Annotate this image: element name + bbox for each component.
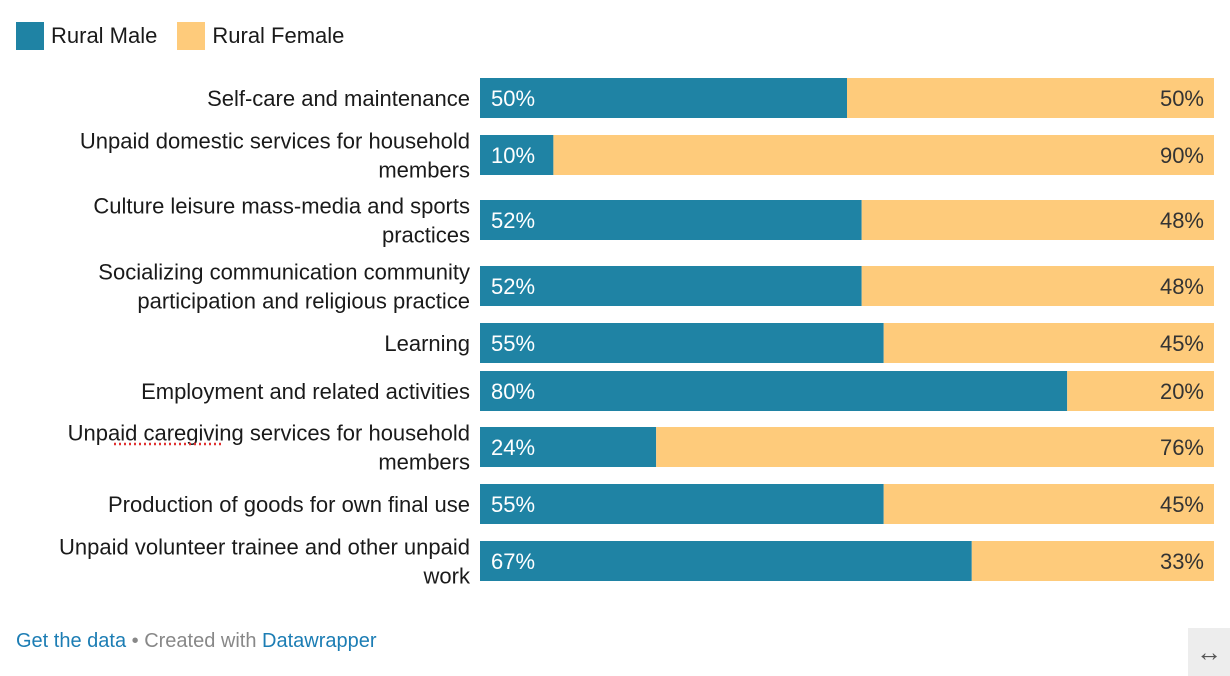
bar-row: 10% 90% Unpaid domestic services for house… — [80, 129, 1214, 183]
category-label: Production of goods for own final use — [108, 492, 470, 517]
value-label-rural-female: 76% — [1160, 435, 1204, 460]
category-label: participation and religious practice — [137, 289, 470, 314]
value-label-rural-male: 10% — [491, 143, 535, 168]
value-label-rural-female: 20% — [1160, 379, 1204, 404]
value-label-rural-female: 48% — [1160, 208, 1204, 233]
value-label-rural-male: 80% — [491, 379, 535, 404]
bar-segment-rural-female — [1067, 371, 1214, 411]
bar-segment-rural-female — [883, 323, 1214, 363]
bar-segment-rural-male — [480, 484, 884, 524]
value-label-rural-female: 48% — [1160, 274, 1204, 299]
bar-segment-rural-male — [480, 541, 972, 581]
bar-segment-rural-male — [480, 135, 554, 175]
stacked-bar-chart: 50% 50% Self-care and maintenance 10% 90% Unp… — [59, 78, 1214, 589]
value-label-rural-male: 55% — [491, 492, 535, 517]
value-label-rural-male: 67% — [491, 549, 535, 574]
bar-segment-rural-female — [861, 200, 1214, 240]
bar-row: 55% 45% Production of goods for own final … — [108, 484, 1214, 524]
value-label-rural-male: 50% — [491, 86, 535, 111]
bar-segment-rural-female — [883, 484, 1214, 524]
category-label: work — [423, 564, 471, 589]
bar-row: 24% 76% Unpaid caregiving services for hou… — [68, 421, 1214, 475]
value-label-rural-female: 33% — [1160, 549, 1204, 574]
legend-item-rural-female: Rural Female — [177, 22, 344, 50]
bar-row: 50% 50% Self-care and maintenance — [207, 78, 1214, 118]
horizontal-arrows-icon: ↔ — [1196, 636, 1222, 667]
category-label: Self-care and maintenance — [207, 86, 470, 111]
get-the-data-link[interactable]: Get the data — [16, 630, 127, 652]
bar-segment-rural-female — [553, 135, 1214, 175]
category-label: Learning — [384, 331, 470, 356]
value-label-rural-male: 52% — [491, 274, 535, 299]
category-label: practices — [382, 223, 470, 248]
bar-row: 52% 48% Socializing communication communit… — [98, 260, 1214, 314]
category-label: members — [378, 158, 470, 183]
bar-segment-rural-male — [480, 78, 847, 118]
value-label-rural-female: 45% — [1160, 492, 1204, 517]
chart-footer: Get the data • Created with Datawrapper — [16, 630, 377, 653]
expand-button[interactable]: ↔ — [1188, 628, 1230, 676]
value-label-rural-female: 45% — [1160, 331, 1204, 356]
legend-swatch-rural-female — [177, 22, 206, 50]
chart-legend: Rural Male Rural Female — [16, 22, 344, 50]
legend-label-rural-male: Rural Male — [51, 23, 158, 48]
value-label-rural-female: 90% — [1160, 143, 1204, 168]
bar-segment-rural-female — [971, 541, 1214, 581]
category-label: members — [378, 450, 470, 475]
legend-item-rural-male: Rural Male — [16, 22, 157, 50]
legend-swatch-rural-male — [16, 22, 44, 50]
value-label-rural-male: 24% — [491, 435, 535, 460]
bar-segment-rural-female — [656, 427, 1214, 467]
footer-separator-text: • Created with — [126, 630, 263, 652]
bar-row: 52% 48% Culture leisure mass-media and spo… — [93, 194, 1214, 248]
value-label-rural-male: 52% — [491, 208, 535, 233]
category-label: Unpaid volunteer trainee and other unpai… — [59, 535, 470, 560]
value-label-rural-female: 50% — [1160, 86, 1204, 111]
category-label: Unpaid caregiving services for household — [68, 421, 470, 446]
bar-segment-rural-male — [480, 371, 1068, 411]
bar-segment-rural-female — [861, 266, 1214, 306]
bar-segment-rural-male — [480, 323, 884, 363]
bar-row: 80% 20% Employment and related activities — [141, 371, 1214, 411]
bar-segment-rural-male — [480, 200, 862, 240]
datawrapper-link[interactable]: Datawrapper — [262, 630, 377, 652]
category-label: Unpaid domestic services for household — [80, 129, 470, 154]
category-label: Culture leisure mass-media and sports — [93, 194, 470, 219]
bar-segment-rural-male — [480, 266, 862, 306]
bar-row: 67% 33% Unpaid volunteer trainee and other… — [59, 535, 1214, 589]
bar-segment-rural-female — [847, 78, 1214, 118]
bar-segment-rural-male — [480, 427, 657, 467]
value-label-rural-male: 55% — [491, 331, 535, 356]
legend-label-rural-female: Rural Female — [212, 23, 345, 48]
bar-row: 55% 45% Learning — [384, 323, 1214, 363]
category-label: Employment and related activities — [141, 379, 470, 404]
category-label: Socializing communication community — [98, 260, 470, 285]
